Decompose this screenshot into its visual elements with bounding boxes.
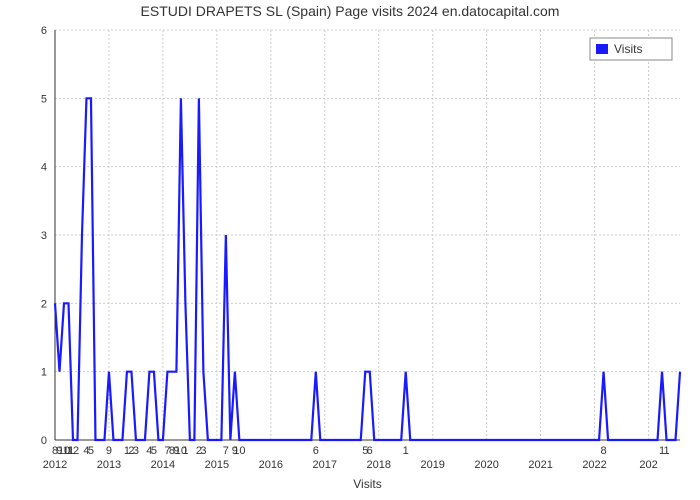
x-month-label: 12 [67,445,79,457]
x-year-label: 2016 [259,459,283,471]
chart-svg: ESTUDI DRAPETS SL (Spain) Page visits 20… [0,0,700,500]
x-year-label: 2012 [43,459,67,471]
x-year-label: 2013 [97,459,121,471]
chart-title: ESTUDI DRAPETS SL (Spain) Page visits 20… [141,3,560,19]
x-axis-title: Visits [353,477,381,491]
x-year-label: 202 [639,459,657,471]
x-month-label: 3 [133,445,139,457]
y-tick-label: 2 [41,298,47,310]
x-month-label: 1 [403,445,409,457]
x-month-label: 10 [233,445,245,457]
y-tick-label: 6 [41,25,47,37]
x-year-label: 2019 [420,459,444,471]
legend-swatch [596,44,608,54]
x-month-label: 5 [88,445,94,457]
x-month-label: 8 [600,445,606,457]
x-year-label: 2017 [313,459,337,471]
y-tick-label: 1 [41,367,47,379]
x-month-label: 6 [367,445,373,457]
x-year-label: 2018 [366,459,390,471]
x-year-label: 2022 [582,459,606,471]
x-year-label: 2015 [205,459,229,471]
x-month-label: 6 [313,445,319,457]
y-tick-label: 0 [41,435,47,447]
y-tick-label: 4 [41,162,47,174]
x-month-label: 3 [200,445,206,457]
x-month-label: 9 [106,445,112,457]
y-tick-label: 3 [41,230,47,242]
x-month-label: 5 [151,445,157,457]
x-month-label: 1 [182,445,188,457]
visits-line-chart: ESTUDI DRAPETS SL (Spain) Page visits 20… [0,0,700,500]
x-month-label: 1 [663,445,669,457]
x-year-label: 2021 [528,459,552,471]
x-month-label: 7 [223,445,229,457]
y-tick-label: 5 [41,93,47,105]
x-year-label: 2020 [474,459,498,471]
legend-label: Visits [614,42,642,56]
x-year-label: 2014 [151,459,175,471]
